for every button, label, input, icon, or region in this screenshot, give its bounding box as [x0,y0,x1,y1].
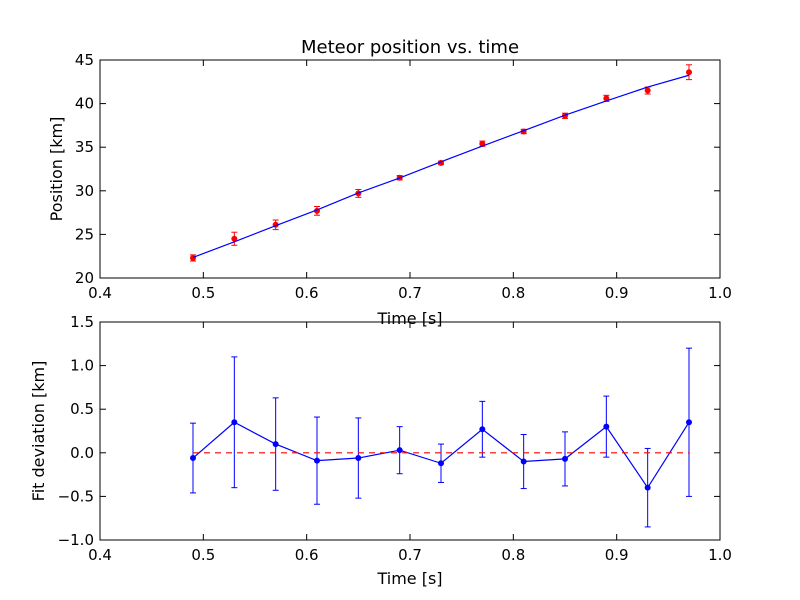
top-y-tick-label: 30 [75,182,94,200]
top-x-tick-label: 0.5 [191,284,215,302]
bottom-data-point [314,457,320,464]
bottom-x-tick-label: 0.6 [295,546,319,564]
top-data-point [644,87,651,94]
top-chart: Meteor position vs. time 0.4 0.5 0.6 0.7 0.8… [47,37,732,328]
top-data-point [686,69,692,76]
bottom-data-point [272,441,279,448]
top-x-tick-label: 1.0 [708,284,732,302]
bottom-x-tick-label: 0.8 [501,546,525,564]
top-y-tick-label: 35 [75,138,94,156]
top-chart-title: Meteor position vs. time [301,37,519,58]
bottom-data-point [644,484,651,491]
bottom-x-tick-label: 1.0 [708,546,732,564]
bottom-x-tick-label: 0.7 [398,546,422,564]
bottom-data-point [396,447,403,454]
bottom-data-point [479,426,486,433]
top-y-tick-label: 20 [75,269,94,287]
bottom-y-tick-label: 1.0 [70,357,94,375]
bottom-y-tick-label: −1.0 [58,531,94,549]
top-series-line [192,74,690,258]
bottom-x-tick-label: 0.4 [88,546,112,564]
bottom-data-point [603,423,610,430]
top-x-tick-label: 0.8 [501,284,525,302]
top-chart-marks [190,64,692,262]
top-x-tick-label: 0.6 [295,284,319,302]
bottom-data-point [355,455,362,462]
bottom-data-point [520,458,527,465]
bottom-chart-marks [190,347,692,528]
top-x-tick-label: 0.9 [605,284,629,302]
top-y-tick-label: 45 [75,51,94,69]
bottom-y-tick-label: −0.5 [58,487,94,505]
bottom-data-point [438,460,444,467]
top-x-tick-label: 0.7 [398,284,422,302]
bottom-x-tick-label: 0.9 [605,546,629,564]
bottom-data-point [190,455,196,462]
top-y-tick-label: 25 [75,225,94,243]
bottom-y-tick-label: 1.5 [70,313,94,331]
top-chart-x-axis-label: Time [s] [376,309,442,328]
bottom-y-tick-label: 0.5 [70,400,94,418]
bottom-chart-ticks: 0.4 0.5 0.6 0.7 0.8 0.9 1.0 −1.0 −0.5 0.0 0.5 1.0 1.… [58,313,732,564]
top-chart-y-axis-label: Position [km] [47,117,66,222]
top-x-tick-label: 0.4 [88,284,112,302]
bottom-chart-y-axis-label: Fit deviation [km] [29,361,48,502]
bottom-y-tick-label: 0.0 [70,444,94,462]
top-y-tick-label: 40 [75,95,94,113]
top-chart-ticks: 0.4 0.5 0.6 0.7 0.8 0.9 1.0 20 25 30 35 40 45 [75,51,732,302]
bottom-x-tick-label: 0.5 [191,546,215,564]
bottom-data-point [562,455,568,462]
bottom-chart: 0.4 0.5 0.6 0.7 0.8 0.9 1.0 −1.0 −0.5 0.0 0.5 1.0 1.… [29,313,732,588]
bottom-data-point [686,419,692,426]
bottom-chart-x-axis-label: Time [s] [376,569,442,588]
bottom-data-point [231,419,238,426]
